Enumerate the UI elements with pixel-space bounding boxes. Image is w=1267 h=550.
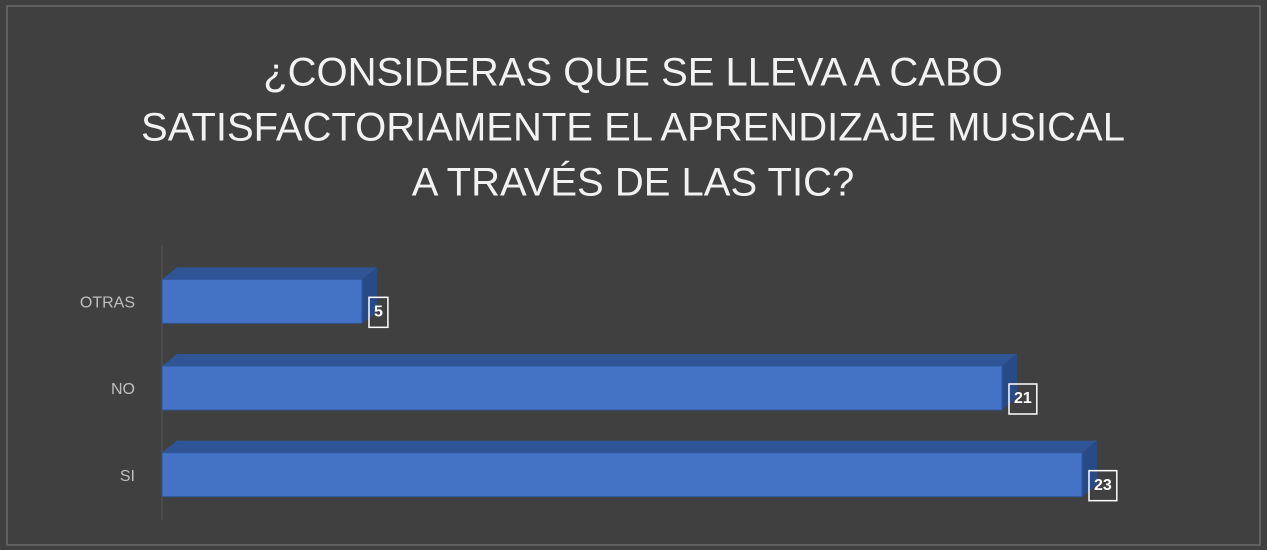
data-label: 23 <box>1094 477 1112 494</box>
data-label-box <box>368 296 389 329</box>
data-label: 21 <box>1014 390 1032 407</box>
bar-top <box>162 267 377 280</box>
chart-title: ¿CONSIDERAS QUE SE LLEVA A CABO <box>263 51 1003 95</box>
bar-top <box>162 440 1097 453</box>
bar-side <box>1002 354 1017 410</box>
y-tick-label: SI <box>120 468 135 485</box>
bar-side <box>1082 440 1097 497</box>
data-label-group: 23 <box>1088 469 1118 502</box>
y-tick-label: OTRAS <box>80 295 135 312</box>
bar <box>161 365 1003 411</box>
bar <box>161 278 363 324</box>
chart-title: A TRAVÉS DE LAS TIC? <box>412 160 854 205</box>
bar-top <box>162 354 1017 366</box>
data-label: 5 <box>374 304 383 321</box>
bar-side <box>362 267 377 324</box>
data-label-group: 5 <box>368 296 389 329</box>
y-tick-label: NO <box>111 381 135 398</box>
bar <box>161 452 1083 498</box>
chart-title: SATISFACTORIAMENTE EL APRENDIZAJE MUSICA… <box>141 106 1125 150</box>
data-label-group: 21 <box>1008 383 1038 415</box>
chart-border <box>6 5 1261 546</box>
data-label-box <box>1008 383 1038 415</box>
data-label-box <box>1088 469 1118 502</box>
